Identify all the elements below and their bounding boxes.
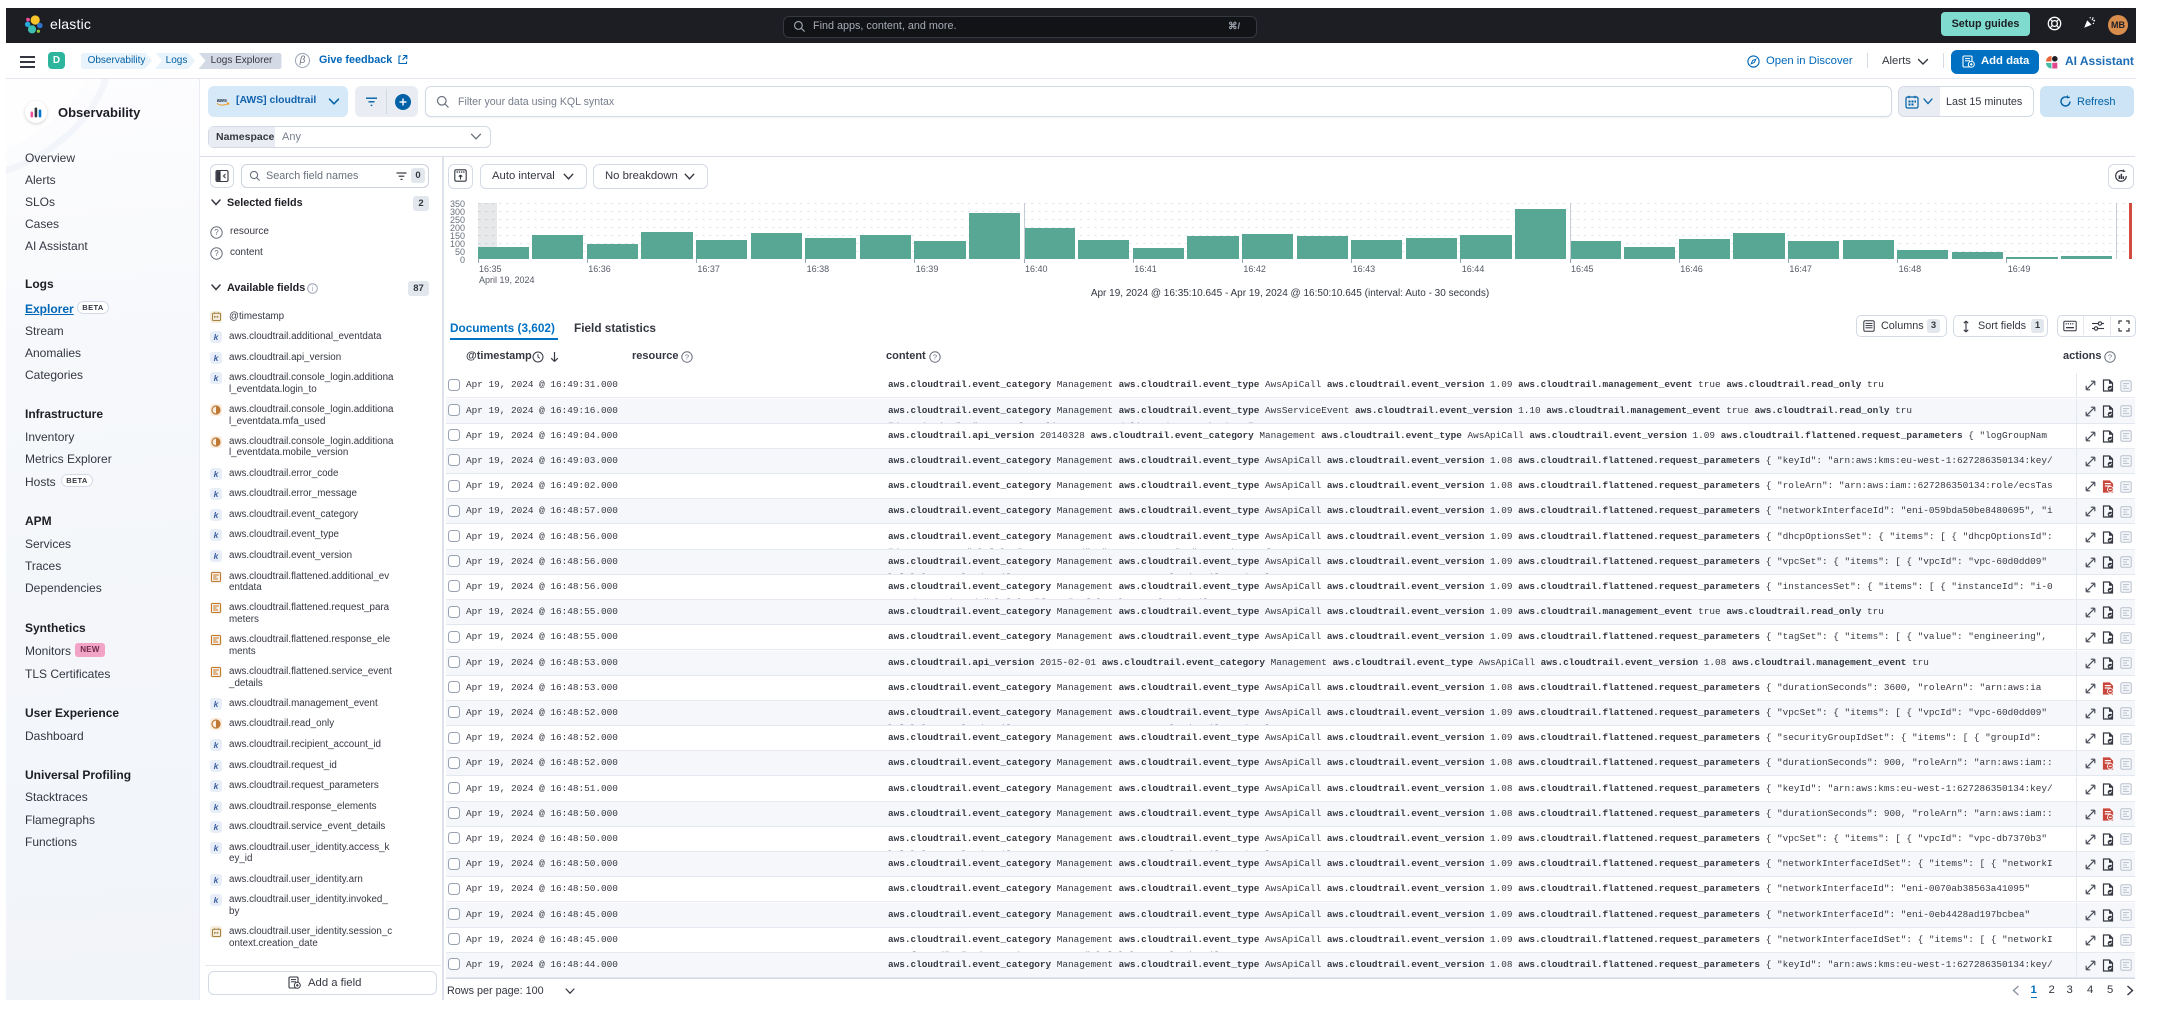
svg-text:i: i — [312, 286, 314, 293]
svg-text:?: ? — [214, 228, 219, 237]
svg-text:?: ? — [2108, 353, 2112, 362]
svg-text:aws: aws — [217, 98, 227, 104]
svg-text:?: ? — [685, 353, 689, 362]
svg-text:?: ? — [933, 353, 937, 362]
svg-text:?: ? — [214, 249, 219, 258]
